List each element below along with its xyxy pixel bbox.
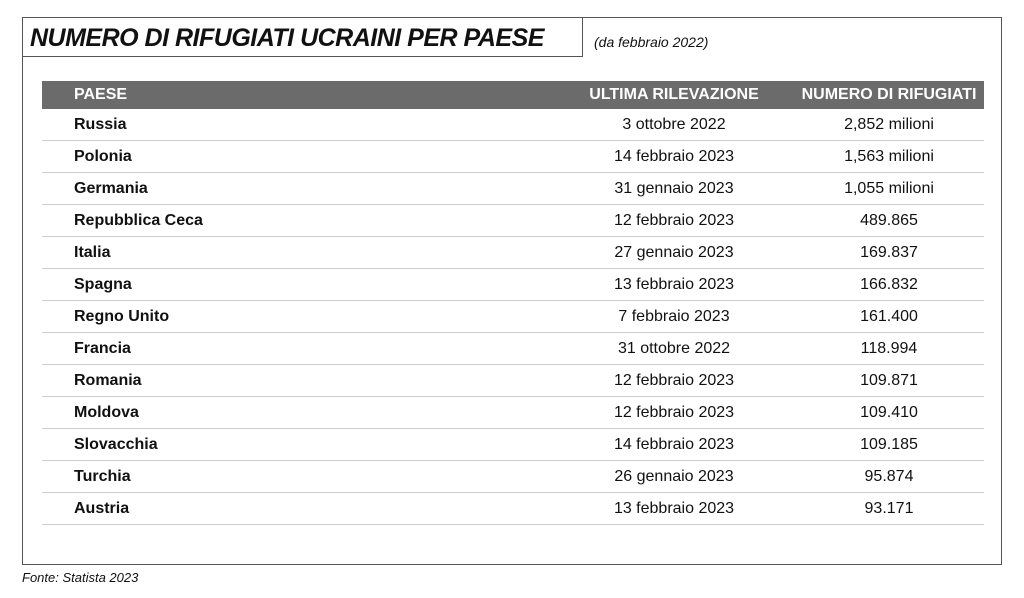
- table-row: Russia 3 ottobre 2022 2,852 milioni: [42, 109, 984, 141]
- table-row: Slovacchia 14 febbraio 2023 109.185: [42, 428, 984, 461]
- table-cell: Germania: [42, 172, 554, 205]
- table-cell: 93.171: [794, 492, 984, 525]
- table-row: Germania 31 gennaio 2023 1,055 milioni: [42, 172, 984, 205]
- table-body: Russia 3 ottobre 2022 2,852 milioni Polonia…: [42, 109, 984, 525]
- table-row: Turchia 26 gennaio 2023 95.874: [42, 460, 984, 493]
- table-row: Italia 27 gennaio 2023 169.837: [42, 236, 984, 269]
- table-cell: 13 febbraio 2023: [554, 492, 794, 525]
- table-cell: 12 febbraio 2023: [554, 396, 794, 429]
- table-row: Polonia 14 febbraio 2023 1,563 milioni: [42, 140, 984, 173]
- table-row: Spagna 13 febbraio 2023 166.832: [42, 268, 984, 301]
- table-cell: 95.874: [794, 460, 984, 493]
- table-cell: 109.410: [794, 396, 984, 429]
- table-cell: 169.837: [794, 236, 984, 269]
- table-row: Romania 12 febbraio 2023 109.871: [42, 364, 984, 397]
- subtitle: (da febbraio 2022): [594, 34, 709, 50]
- table-cell: Polonia: [42, 140, 554, 173]
- table-cell: 2,852 milioni: [794, 109, 984, 141]
- table-cell: 14 febbraio 2023: [554, 140, 794, 173]
- table-cell: Francia: [42, 332, 554, 365]
- table-cell: 27 gennaio 2023: [554, 236, 794, 269]
- table-row: Moldova 12 febbraio 2023 109.410: [42, 396, 984, 429]
- table-cell: Regno Unito: [42, 300, 554, 333]
- table-cell: Turchia: [42, 460, 554, 493]
- table-cell: 7 febbraio 2023: [554, 300, 794, 333]
- refugee-table: PAESE ULTIMA RILEVAZIONE NUMERO DI RIFUGIA…: [42, 81, 984, 525]
- table-cell: 109.871: [794, 364, 984, 397]
- table-cell: 1,055 milioni: [794, 172, 984, 205]
- column-header: PAESE: [42, 81, 554, 109]
- table-cell: 3 ottobre 2022: [554, 109, 794, 141]
- table-head: PAESE ULTIMA RILEVAZIONE NUMERO DI RIFUGIA…: [42, 81, 984, 109]
- frame: [22, 17, 1002, 565]
- table-cell: Spagna: [42, 268, 554, 301]
- column-header: NUMERO DI RIFUGIATI: [794, 81, 984, 109]
- table-cell: 1,563 milioni: [794, 140, 984, 173]
- table-cell: 166.832: [794, 268, 984, 301]
- table-cell: Slovacchia: [42, 428, 554, 461]
- table-cell: 12 febbraio 2023: [554, 204, 794, 237]
- table-cell: Russia: [42, 109, 554, 141]
- table-cell: 31 ottobre 2022: [554, 332, 794, 365]
- table-cell: 489.865: [794, 204, 984, 237]
- table-cell: 14 febbraio 2023: [554, 428, 794, 461]
- table-cell: 109.185: [794, 428, 984, 461]
- table-row: Repubblica Ceca 12 febbraio 2023 489.865: [42, 204, 984, 237]
- table-cell: 118.994: [794, 332, 984, 365]
- table-row: Austria 13 febbraio 2023 93.171: [42, 492, 984, 525]
- table-cell: 161.400: [794, 300, 984, 333]
- header-row: PAESE ULTIMA RILEVAZIONE NUMERO DI RIFUGIA…: [42, 81, 984, 109]
- table-cell: 26 gennaio 2023: [554, 460, 794, 493]
- source: Fonte: Statista 2023: [22, 570, 139, 585]
- table-row: Francia 31 ottobre 2022 118.994: [42, 332, 984, 365]
- table-row: Regno Unito 7 febbraio 2023 161.400: [42, 300, 984, 333]
- table-cell: Moldova: [42, 396, 554, 429]
- title: NUMERO DI RIFUGIATI UCRAINI PER PAESE: [22, 17, 583, 57]
- table-cell: 31 gennaio 2023: [554, 172, 794, 205]
- table-cell: 13 febbraio 2023: [554, 268, 794, 301]
- table-cell: Italia: [42, 236, 554, 269]
- column-header: ULTIMA RILEVAZIONE: [554, 81, 794, 109]
- table-cell: Repubblica Ceca: [42, 204, 554, 237]
- table-cell: Romania: [42, 364, 554, 397]
- table-cell: Austria: [42, 492, 554, 525]
- table-cell: 12 febbraio 2023: [554, 364, 794, 397]
